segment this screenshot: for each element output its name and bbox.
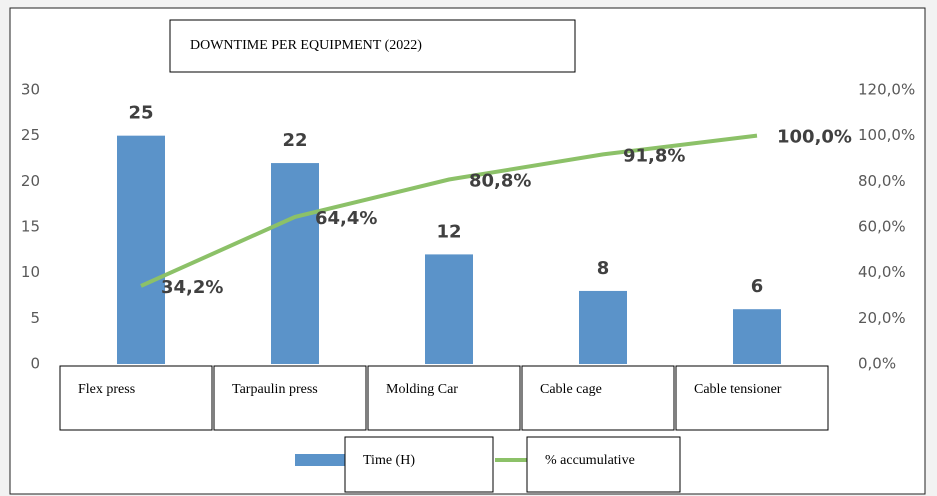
data-label: 8 [597,258,610,279]
data-label: 22 [282,130,307,151]
category-box [59,365,213,431]
data-label: 34,2% [161,277,223,298]
data-label: 12 [436,221,461,242]
category-box [675,365,829,431]
bar [271,163,319,364]
data-label: 100,0% [777,127,852,148]
legend-label: Time (H) [363,453,415,468]
category-box [521,365,675,431]
legend-label: % accumulative [545,453,635,468]
title-box [169,19,576,73]
bar [117,135,165,364]
data-label: 6 [751,276,764,297]
data-label: 80,8% [469,171,531,192]
y-tick-label: 0 [30,355,40,373]
y2-tick-label: 80,0% [858,172,906,190]
x-tick-label: Cable tensioner [694,382,782,397]
y2-tick-label: 60,0% [858,218,906,236]
legend-box [526,436,681,493]
data-label: 25 [128,103,153,124]
y2-tick-label: 20,0% [858,309,906,327]
legend-swatch [295,454,345,466]
x-tick-label: Molding Car [386,382,458,397]
data-label: 91,8% [623,145,685,166]
legend-box [344,436,494,493]
x-tick-label: Cable cage [540,382,602,397]
x-tick-label: Flex press [78,382,135,397]
y-tick-label: 10 [21,263,40,281]
y-tick-label: 5 [30,309,40,327]
chart-title: DOWNTIME PER EQUIPMENT (2022) [190,38,422,53]
y-tick-label: 30 [21,81,40,99]
data-label: 64,4% [315,208,377,229]
x-tick-label: Tarpaulin press [232,382,318,397]
y2-tick-label: 0,0% [858,355,896,373]
line [140,133,758,288]
y-tick-label: 15 [21,218,40,236]
y2-tick-label: 40,0% [858,263,906,281]
category-box [213,365,367,431]
bar [425,254,473,364]
y-tick-label: 20 [21,172,40,190]
category-box [367,365,521,431]
y-tick-label: 25 [21,126,40,144]
bar [579,290,627,364]
y2-tick-label: 100,0% [858,126,915,144]
y2-tick-label: 120,0% [858,81,915,99]
bar [733,309,781,364]
